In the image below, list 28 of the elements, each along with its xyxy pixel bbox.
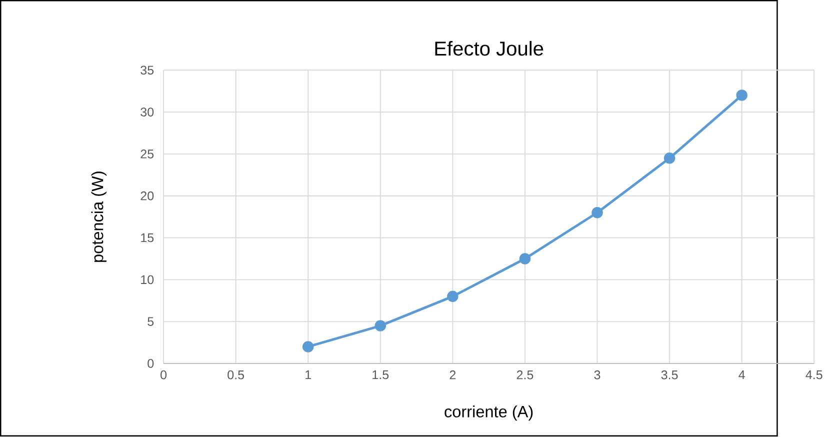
y-tick-label: 20 (140, 192, 154, 201)
y-axis-title: potencia (W) (91, 172, 106, 262)
y-tick-label: 15 (141, 234, 154, 242)
point (664, 152, 676, 164)
y-tick-label: 35 (140, 66, 154, 75)
point (374, 320, 386, 332)
x-tick-label: 0 (160, 370, 167, 380)
x-tick-label: 3 (594, 370, 600, 380)
x-tick-label: 4 (738, 370, 745, 380)
chart-title: Efecto Joule (435, 41, 544, 56)
y-tick-label: 25 (140, 150, 154, 159)
point (736, 90, 748, 102)
x-tick-label: 0.5 (228, 370, 244, 380)
y-tick-label: 30 (140, 108, 154, 117)
x-tick-label: 2.5 (516, 370, 534, 380)
x-tick-label: 4.5 (806, 370, 822, 380)
x-tick-label: 3.5 (661, 370, 678, 380)
point (302, 341, 314, 353)
x-tick-label: 1.5 (372, 370, 389, 380)
y-tick-label: 10 (141, 275, 154, 284)
point (519, 253, 531, 265)
y-tick-label: 5 (148, 317, 154, 326)
point (447, 291, 458, 302)
point (592, 207, 603, 218)
y-tick-label: 0 (148, 359, 154, 368)
x-tick-label: 2 (450, 370, 456, 380)
x-axis-title: corriente (A) (444, 406, 533, 421)
x-tick-label: 1 (306, 370, 311, 380)
